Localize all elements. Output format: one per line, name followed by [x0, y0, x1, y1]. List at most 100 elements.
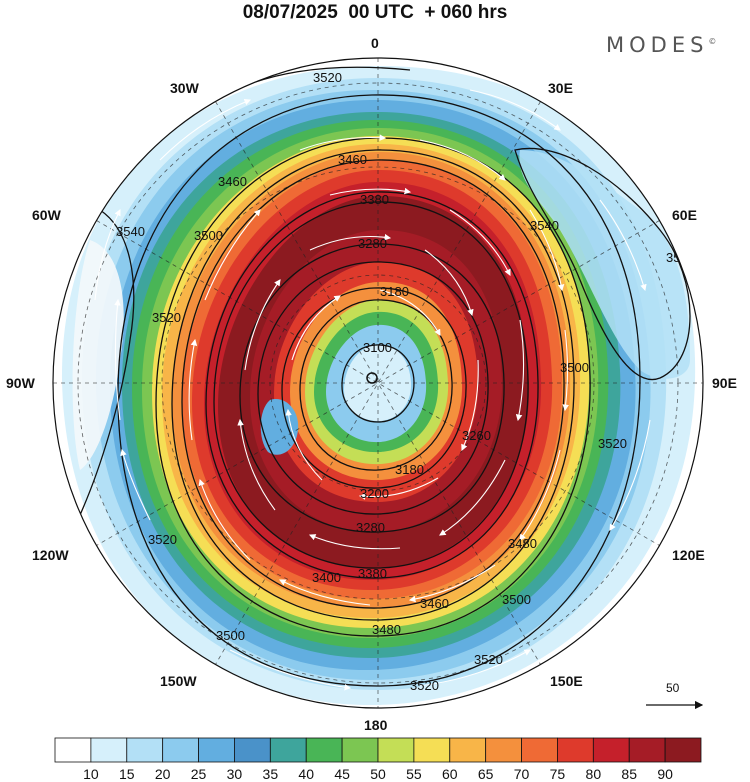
lon-label-60w: 60W: [32, 207, 62, 223]
contour-3200: [281, 287, 467, 489]
contour-3460: [181, 159, 565, 609]
contour-3540-west: [79, 209, 135, 516]
contour-label-3520-e: 3520: [474, 652, 503, 667]
colorbar-swatch: [234, 737, 271, 763]
colorbar-swatch: [628, 737, 666, 763]
reference-vector: 50: [646, 681, 704, 710]
contour-label-3540: 3540: [116, 224, 145, 239]
brand-name: MODES: [606, 33, 709, 57]
colorbar-swatch: [126, 737, 164, 763]
contour-3380: [213, 201, 529, 569]
contour-label-3280-b: 3280: [356, 520, 385, 535]
contour-label-3480-b: 3480: [508, 536, 537, 551]
colorbar-swatch: [592, 737, 630, 763]
colorbar-swatch: [664, 737, 702, 763]
contour-label-3520-d: 3520: [410, 678, 439, 693]
colorbar-swatch: [305, 737, 343, 763]
contour-label-3520-f: 3520: [598, 436, 627, 451]
wind-speed-field: 3100 3180 3180 3200 3260 3280 3280 3380 …: [53, 58, 703, 708]
colorbar-tick-label: 90: [657, 766, 673, 782]
graticule: [53, 58, 703, 708]
contour-3180: [299, 299, 453, 471]
colorbar-swatch: [90, 737, 128, 763]
contour-label-3180-b: 3180: [395, 462, 424, 477]
lon-label-30e: 30E: [548, 80, 573, 96]
colorbar-tick-label: 55: [406, 766, 422, 782]
colorbar-tick-label: 25: [191, 766, 207, 782]
colorbar-swatch: [54, 737, 92, 763]
contour-label-3480: 3480: [372, 622, 401, 637]
lon-label-180: 180: [364, 717, 388, 733]
colorbar-swatches: [54, 737, 702, 763]
contour-3400: [205, 191, 539, 579]
colorbar-swatch: [269, 737, 307, 763]
contour-label-3460: 3460: [338, 152, 367, 167]
colorbar-tick-label: 70: [514, 766, 530, 782]
colorbar: 10 15 20 25 30 35 40 45 50 55 60 65 70 75 80 85 90: [54, 737, 702, 782]
lon-label-150e: 150E: [550, 673, 583, 689]
band-15-inner: [344, 344, 412, 422]
colorbar-swatch: [162, 737, 199, 763]
contour-label-3380: 3380: [360, 192, 389, 207]
colorbar-swatch: [413, 737, 451, 763]
contour-label-3180: 3180: [380, 284, 409, 299]
lon-label-60e: 60E: [672, 207, 697, 223]
contour-label-3500-d: 3500: [502, 592, 531, 607]
contour-label-3520: 3520: [313, 70, 342, 85]
colorbar-swatch: [198, 737, 235, 763]
colorbar-swatch: [377, 737, 415, 763]
pole-marker: [366, 372, 378, 384]
colorbar-tick-label: 10: [83, 766, 99, 782]
contour-3260: [257, 261, 489, 515]
colorbar-tick-label: 50: [370, 766, 386, 782]
lon-label-30w: 30W: [170, 80, 200, 96]
colorbar-tick-label: 40: [298, 766, 314, 782]
contour-label-3520-b: 3520: [152, 310, 181, 325]
contour-label-3100: 3100: [363, 340, 392, 355]
lon-label-120e: 120E: [672, 547, 705, 563]
contour-3500: [155, 137, 591, 637]
reference-vector-label: 50: [666, 681, 680, 695]
longitude-labels: 0 30E 60E 90E 120E 150E 180 150W 120W 90…: [6, 35, 737, 733]
contour-label-3500-b: 3500: [216, 628, 245, 643]
colorbar-swatch: [521, 737, 558, 763]
contour-label-3260: 3260: [462, 428, 491, 443]
colorbar-swatch: [485, 737, 522, 763]
east-lobe: [519, 150, 690, 379]
brand-copyright-mark: ©: [708, 37, 717, 46]
lon-label-0: 0: [371, 35, 379, 51]
colorbar-swatch: [557, 737, 594, 763]
lon-label-90e: 90E: [712, 375, 737, 391]
colorbar-tick-label: 20: [155, 766, 171, 782]
colorbar-tick-label: 85: [621, 766, 637, 782]
map-title: 08/07/2025 00 UTC + 060 hrs: [242, 2, 508, 23]
contour-label-3540-b: 3540: [530, 218, 559, 233]
colorbar-tick-label: 15: [119, 766, 135, 782]
contour-3540-east: [514, 147, 691, 381]
contour-label-3200: 3200: [360, 486, 389, 501]
wind-vectors: [94, 89, 651, 691]
contour-label-3400: 3400: [312, 570, 341, 585]
colorbar-tick-label: 60: [442, 766, 458, 782]
colorbar-swatch: [341, 737, 379, 763]
contour-3280: [239, 243, 505, 533]
contour-3100: [341, 344, 415, 423]
contour-labels: 3100 3180 3180 3200 3260 3280 3280 3380 …: [116, 70, 695, 693]
contour-label-3460-b: 3460: [218, 174, 247, 189]
colorbar-tick-label: 30: [227, 766, 243, 782]
lon-label-90w: 90W: [6, 375, 36, 391]
map-border: [52, 57, 704, 709]
colorbar-tick-label: 45: [334, 766, 350, 782]
contour-label-3280: 3280: [358, 236, 387, 251]
colorbar-tick-label: 80: [586, 766, 602, 782]
contour-label-3520-c: 3520: [148, 532, 177, 547]
colorbar-tick-label: 65: [478, 766, 494, 782]
colorbar-swatch: [449, 737, 487, 763]
lon-label-150w: 150W: [160, 673, 197, 689]
lon-label-120w: 120W: [32, 547, 69, 563]
contour-label-3380-b: 3380: [358, 566, 387, 581]
contour-label-3500: 3500: [194, 228, 223, 243]
west-lobe: [72, 240, 124, 470]
brand-logo: MODES©: [606, 33, 716, 57]
colorbar-tick-label: 35: [263, 766, 279, 782]
